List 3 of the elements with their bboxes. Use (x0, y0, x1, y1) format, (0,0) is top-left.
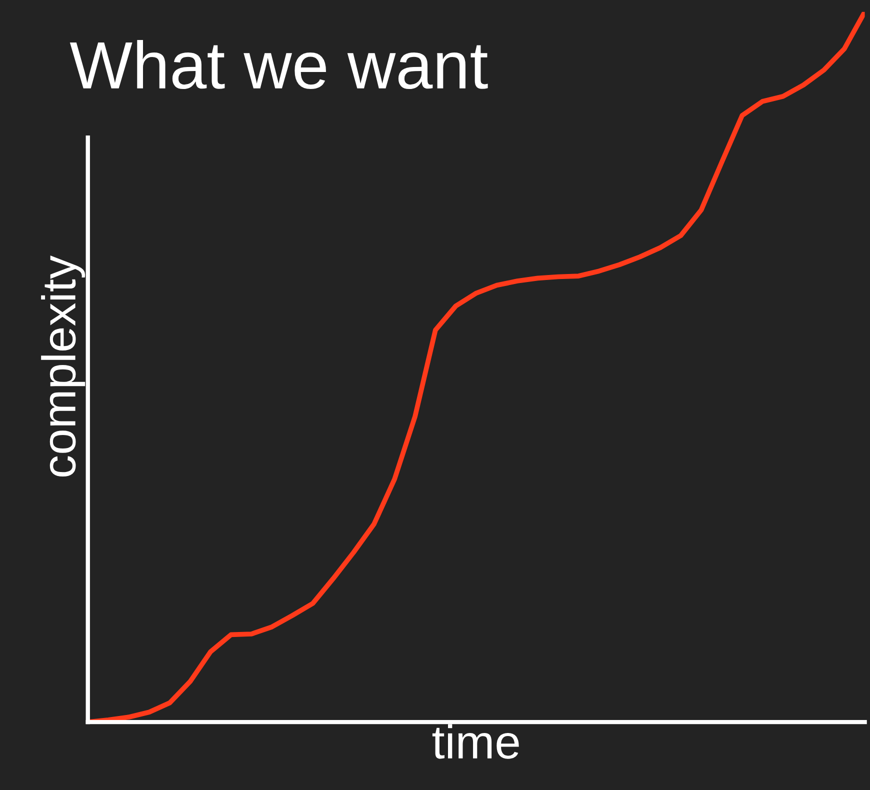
x-axis-title: time (432, 724, 519, 759)
chart-title: What we want (70, 40, 488, 89)
y-axis-title: complexity (41, 256, 86, 476)
